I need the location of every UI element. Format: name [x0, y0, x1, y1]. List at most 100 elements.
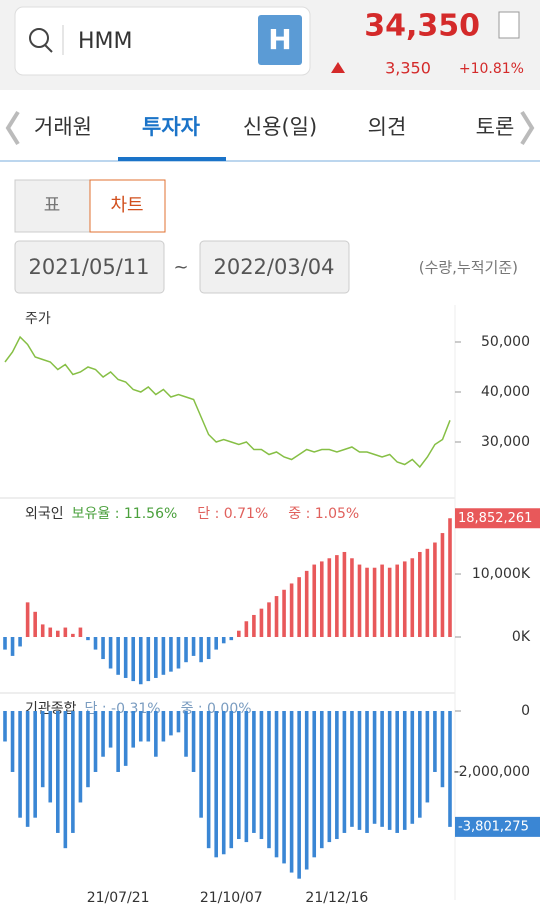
bar	[448, 518, 452, 638]
bar	[146, 637, 151, 682]
bar	[108, 637, 113, 669]
annotation: 중 : 1.05%	[288, 506, 359, 522]
stock-icon-letter: H	[268, 23, 291, 56]
bar	[78, 627, 83, 638]
bar	[380, 711, 384, 827]
bar	[161, 711, 166, 742]
end-label-box	[455, 816, 540, 837]
change-pct: +10.81%	[459, 61, 524, 77]
bar	[18, 711, 22, 818]
end-label-box	[455, 508, 540, 529]
bar	[335, 711, 339, 840]
bar	[3, 637, 7, 650]
y-tick-label: 30,000	[481, 434, 530, 450]
bar	[199, 711, 203, 818]
bar	[63, 711, 68, 849]
bar	[86, 711, 90, 788]
x-tick-label: 21/12/16	[305, 890, 368, 906]
bar	[78, 711, 83, 803]
table-button[interactable]	[14, 179, 91, 233]
bar	[154, 711, 158, 757]
bar	[297, 577, 301, 638]
bar	[237, 711, 241, 840]
bar	[71, 633, 75, 638]
stock-icon[interactable]	[258, 15, 302, 65]
bar	[350, 711, 354, 827]
y-tick-label: 40,000	[481, 384, 530, 400]
chart-button[interactable]	[89, 179, 166, 233]
bar	[108, 711, 113, 748]
bar	[93, 711, 98, 772]
change: 3,350	[385, 59, 431, 78]
bar	[184, 637, 188, 663]
bar	[10, 711, 15, 772]
tab-line	[0, 160, 540, 162]
bar	[372, 711, 377, 824]
note: (수량,누적기준)	[419, 259, 518, 277]
search-box[interactable]	[14, 6, 311, 76]
bar	[86, 637, 90, 641]
bar	[214, 637, 218, 650]
bar	[342, 711, 347, 833]
bar	[169, 637, 173, 672]
bar	[282, 589, 286, 638]
bar	[380, 564, 384, 638]
bar	[274, 711, 279, 858]
bar	[335, 555, 339, 638]
bar	[259, 608, 264, 638]
bar	[372, 567, 377, 638]
bar	[425, 711, 430, 803]
bar	[221, 711, 226, 855]
bar	[244, 711, 249, 843]
tab-active[interactable]: 투자자	[142, 115, 201, 139]
y-tick-label: 10,000K	[472, 566, 531, 582]
annotation: 단 : 0.71%	[197, 506, 268, 522]
tab[interactable]: 거래원	[34, 115, 92, 139]
tab-next[interactable]	[520, 110, 535, 146]
bar	[244, 621, 249, 638]
bar	[402, 711, 407, 830]
bar	[237, 630, 241, 638]
annotation: 보유율 : 11.56%	[72, 506, 178, 522]
bar	[433, 542, 437, 638]
end-date-text: 2022/03/04	[213, 255, 334, 279]
bar	[395, 711, 400, 833]
up-arrow	[331, 62, 345, 73]
bar	[176, 711, 181, 733]
button-label: 차트	[110, 195, 143, 216]
bar	[101, 711, 105, 757]
bar	[342, 551, 347, 638]
bar	[357, 711, 362, 830]
bar	[146, 711, 151, 742]
panel-title: 주가	[25, 311, 51, 327]
bar	[229, 711, 234, 849]
start-date[interactable]	[14, 240, 165, 294]
end-date[interactable]	[199, 240, 350, 294]
bar	[55, 630, 60, 638]
bar	[25, 602, 30, 638]
bar	[425, 548, 430, 638]
bar	[304, 570, 309, 638]
tab-prev[interactable]	[5, 110, 20, 146]
bar	[221, 637, 226, 644]
bar	[410, 711, 415, 824]
tab[interactable]: 토론	[476, 115, 515, 139]
tab[interactable]: 의견	[368, 115, 407, 139]
bar	[48, 627, 53, 638]
start-date-text: 2021/05/11	[28, 255, 149, 279]
bar	[40, 711, 45, 788]
bar	[402, 561, 407, 638]
bar	[10, 637, 15, 656]
bar	[138, 711, 143, 742]
doc-icon[interactable]	[498, 11, 520, 39]
bar	[214, 711, 218, 858]
bar	[440, 533, 445, 638]
tab[interactable]: 신용(일)	[243, 115, 317, 139]
bar	[252, 711, 256, 833]
bar	[304, 711, 309, 870]
bar	[206, 637, 211, 660]
bar	[319, 711, 324, 849]
bar	[63, 627, 68, 638]
bar	[410, 558, 415, 638]
